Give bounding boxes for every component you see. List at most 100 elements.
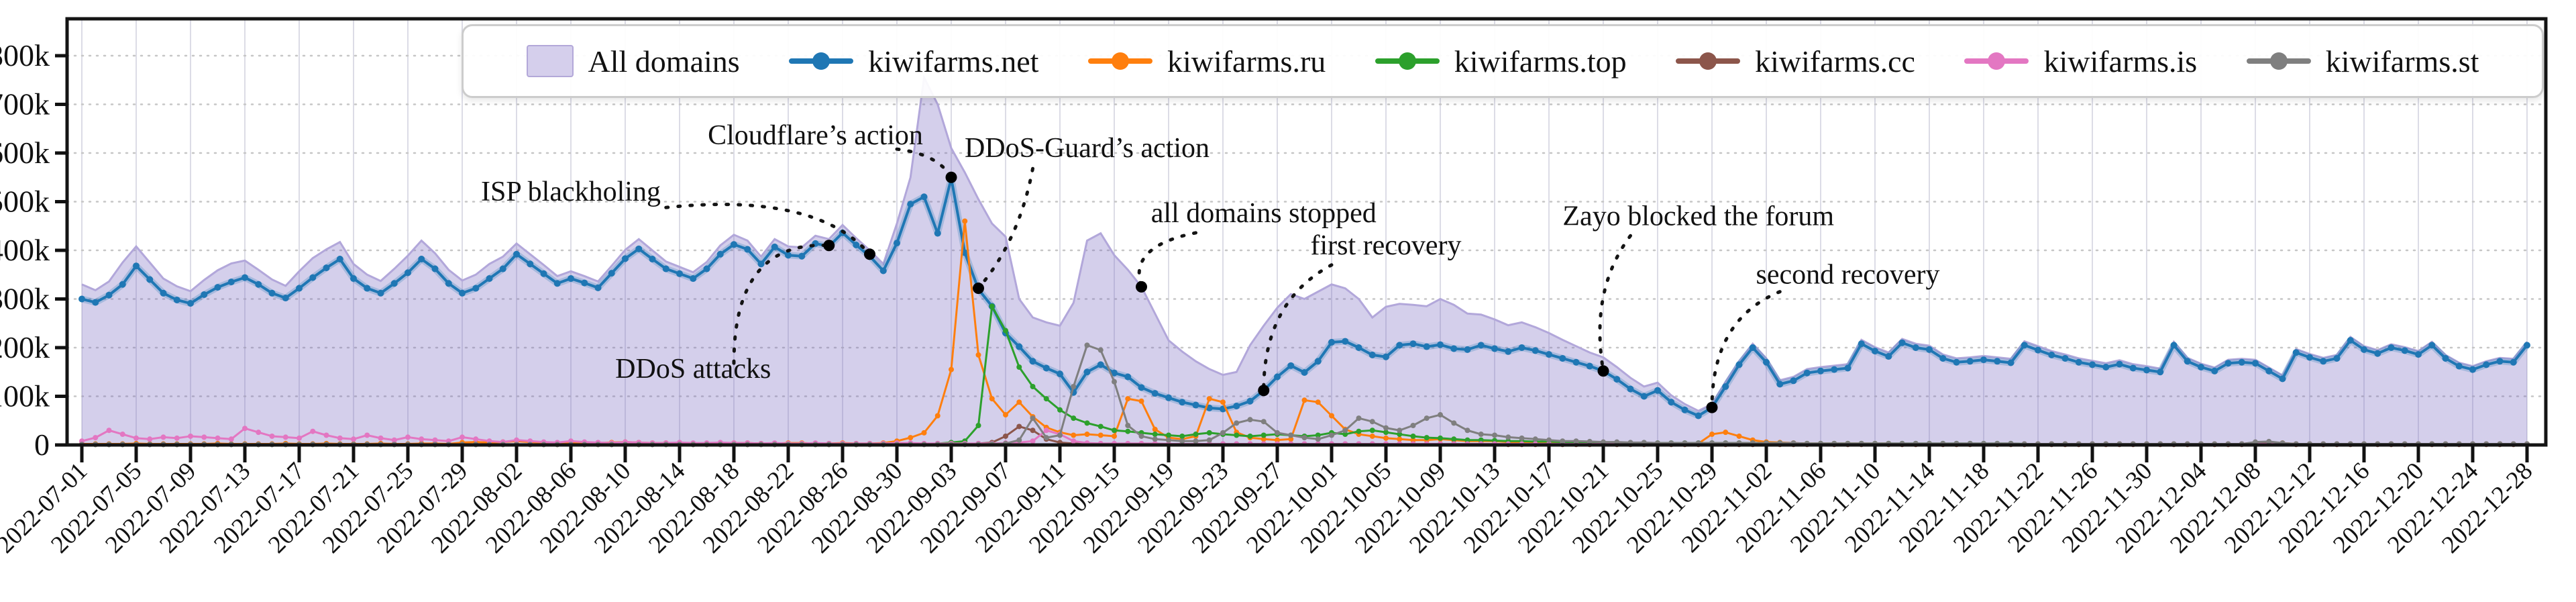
annotation-arrow: [664, 203, 871, 256]
marker-dot: [1260, 432, 1267, 438]
marker-dot: [1478, 437, 1484, 443]
series-line-kiwifarms-net: [78, 174, 2530, 419]
marker-dot: [1505, 434, 1511, 440]
area-fill-all-domains: [82, 77, 2527, 445]
marker-dot: [1681, 406, 1688, 413]
legend-label: kiwifarms.cc: [1755, 44, 1915, 79]
annotations: ISP blackholing DDoS attacks Cloudflare’s …: [481, 120, 1940, 413]
legend-marker-dot: [1988, 52, 2006, 70]
marker-dot: [174, 435, 180, 441]
marker-dot: [989, 303, 995, 309]
marker-dot: [2184, 358, 2191, 365]
marker-dot: [147, 436, 153, 442]
annotation-arrow: [895, 147, 953, 179]
legend-item-kiwifarms-net: kiwifarms.net: [789, 44, 1038, 79]
marker-dot: [460, 434, 465, 440]
marker-dot: [2143, 366, 2150, 374]
marker-dot: [949, 366, 954, 372]
marker-dot: [1152, 426, 1158, 432]
marker-dot: [1138, 398, 1144, 404]
marker-dot: [2455, 362, 2463, 370]
marker-dot: [1003, 412, 1008, 418]
marker-dot: [282, 434, 288, 440]
marker-dot: [690, 275, 697, 283]
marker-dot: [2252, 360, 2259, 367]
marker-dot: [622, 255, 629, 262]
marker-dot: [1736, 433, 1742, 439]
legend-item-kiwifarms-ru: kiwifarms.ru: [1087, 44, 1326, 79]
marker-dot: [105, 291, 113, 299]
marker-dot: [228, 436, 234, 442]
marker-dot: [1831, 366, 1838, 373]
marker-dot: [1030, 384, 1036, 389]
marker-dot: [1438, 435, 1443, 441]
annotation-arrow: [732, 244, 831, 365]
marker-dot: [975, 352, 981, 358]
marker-dot: [1437, 341, 1444, 348]
y-tick-label: 800k: [0, 38, 50, 72]
area-edge-all-domains: [81, 74, 2528, 412]
marker-dot: [1071, 384, 1077, 389]
marker-dot: [1287, 362, 1295, 369]
marker-dot: [1817, 367, 1824, 374]
annotation-label: Zayo blocked the forum: [1562, 201, 1834, 232]
y-tick-label: 400k: [0, 233, 50, 267]
marker-dot: [2469, 366, 2476, 373]
annotation-label: first recovery: [1310, 230, 1461, 261]
marker-dot: [187, 300, 194, 307]
marker-dot: [1030, 438, 1036, 444]
marker-dot: [1587, 438, 1593, 444]
x-tick-labels: 2022-07-012022-07-052022-07-092022-07-13…: [0, 457, 2538, 558]
marker-dot: [1071, 432, 1077, 438]
legend-item-all-domains: All domains: [526, 44, 740, 79]
marker-dot: [1409, 340, 1417, 348]
marker-dot: [1492, 432, 1497, 438]
legend-marker-dot: [2269, 52, 2288, 70]
marker-dot: [731, 241, 737, 248]
marker-dot: [2211, 367, 2218, 374]
marker-dot: [1301, 435, 1307, 441]
marker-dot: [1030, 428, 1036, 434]
annotation-label: ISP blackholing: [481, 177, 661, 207]
marker-dot: [1124, 373, 1132, 381]
marker-dot: [1383, 353, 1389, 360]
marker-dot: [1477, 342, 1485, 349]
marker-dot: [1179, 433, 1185, 439]
marker-dot: [1763, 358, 1770, 366]
legend-label: kiwifarms.ru: [1167, 44, 1326, 79]
marker-dot: [1369, 433, 1375, 439]
marker-dot: [432, 437, 438, 443]
marker-dot: [78, 295, 85, 303]
marker-dot: [2061, 354, 2069, 362]
marker-dot: [1356, 415, 1362, 421]
marker-dot: [1138, 384, 1145, 391]
marker-dot: [1627, 385, 1634, 393]
marker-dot: [160, 289, 167, 297]
marker-dot: [2021, 342, 2028, 349]
marker-dot: [1151, 390, 1159, 397]
marker-dot: [1193, 432, 1199, 438]
marker-dot: [1749, 344, 1756, 351]
marker-dot: [1722, 383, 1729, 390]
plot-frame: [65, 17, 2548, 447]
marker-dot: [2224, 360, 2232, 367]
marker-dot: [1057, 370, 1063, 378]
marker-dot: [594, 284, 602, 291]
marker-dot: [1342, 428, 1348, 434]
annotation-label: second recovery: [1756, 259, 1939, 290]
marker-dot: [1898, 339, 1906, 346]
marker-dot: [1410, 437, 1416, 443]
marker-dot: [309, 274, 317, 281]
marker-dot: [1016, 423, 1022, 430]
marker-dot: [961, 249, 969, 256]
marker-dot: [934, 413, 941, 419]
legend-item-kiwifarms-is: kiwifarms.is: [1964, 44, 2197, 79]
marker-dot: [921, 430, 927, 436]
marker-dot: [1532, 347, 1539, 354]
marker-dot: [1885, 353, 1892, 360]
marker-dot: [676, 270, 683, 277]
marker-dot: [2170, 342, 2178, 349]
series-area-all-domains: [81, 74, 2528, 445]
marker-dot: [1586, 362, 1593, 370]
marker-dot: [1125, 428, 1131, 434]
